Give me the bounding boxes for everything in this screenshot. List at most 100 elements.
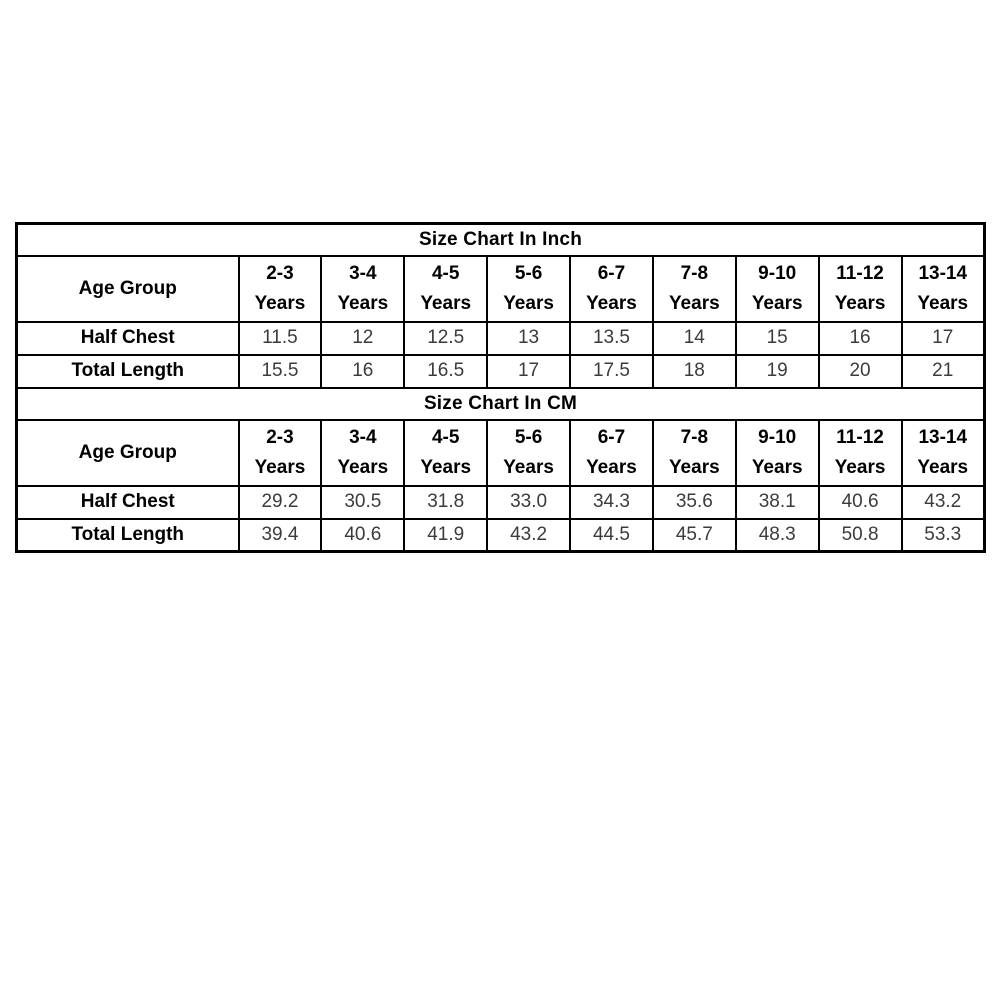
value-cell: 43.2 — [900, 484, 986, 520]
value-cell: 35.6 — [651, 484, 737, 520]
age-column-header: 3-4 Years — [320, 418, 406, 487]
age-group-corner-label: Age Group — [15, 418, 240, 487]
age-unit: Years — [254, 292, 306, 314]
value-cell: 48.3 — [734, 517, 820, 553]
age-column-header: 11-12 Years — [817, 418, 903, 487]
table-row: Size Chart In Inch — [15, 222, 986, 257]
age-column-header: 3-4 Years — [320, 254, 406, 323]
age-unit: Years — [917, 292, 969, 314]
value-cell: 13 — [486, 320, 571, 356]
value-cell: 34.3 — [569, 484, 654, 520]
age-range: 4-5 — [431, 262, 460, 284]
age-unit: Years — [420, 456, 472, 478]
table-row: Size Chart In CM — [15, 386, 986, 421]
age-unit: Years — [254, 456, 306, 478]
value-cell: 14 — [651, 320, 737, 356]
value-cell: 33.0 — [486, 484, 571, 520]
value-cell: 12 — [320, 320, 406, 356]
value-cell: 16 — [320, 353, 406, 389]
section-title-cm: Size Chart In CM — [15, 386, 986, 421]
age-range: 9-10 — [758, 262, 797, 284]
table-row: Half Chest 11.5 12 12.5 13 13.5 14 15 16… — [15, 320, 986, 356]
value-cell: 29.2 — [237, 484, 323, 520]
age-unit: Years — [503, 456, 554, 478]
age-unit: Years — [668, 292, 720, 314]
table-row: Total Length 15.5 16 16.5 17 17.5 18 19 … — [15, 353, 986, 389]
age-unit: Years — [834, 456, 886, 478]
measure-row-label: Half Chest — [15, 320, 240, 356]
age-unit: Years — [586, 456, 637, 478]
value-cell: 39.4 — [237, 517, 323, 553]
age-unit: Years — [586, 292, 637, 314]
age-range: 11-12 — [836, 262, 884, 284]
value-cell: 17.5 — [569, 353, 654, 389]
age-column-header: 6-7 Years — [569, 254, 654, 323]
age-group-corner-label: Age Group — [15, 254, 240, 323]
table-row: Total Length 39.4 40.6 41.9 43.2 44.5 45… — [15, 517, 986, 553]
value-cell: 21 — [900, 353, 986, 389]
value-cell: 19 — [734, 353, 820, 389]
value-cell: 12.5 — [403, 320, 489, 356]
age-unit: Years — [337, 456, 389, 478]
table-row: Age Group 2-3 Years 3-4 Years 4-5 Years … — [15, 418, 986, 487]
value-cell: 17 — [486, 353, 571, 389]
age-unit: Years — [503, 292, 554, 314]
value-cell: 13.5 — [569, 320, 654, 356]
value-cell: 40.6 — [817, 484, 903, 520]
value-cell: 17 — [900, 320, 986, 356]
age-range: 11-12 — [836, 426, 884, 448]
age-unit: Years — [668, 456, 720, 478]
age-unit: Years — [420, 292, 472, 314]
value-cell: 20 — [817, 353, 903, 389]
age-unit: Years — [917, 456, 969, 478]
age-range: 7-8 — [680, 426, 709, 448]
value-cell: 30.5 — [320, 484, 406, 520]
value-cell: 31.8 — [403, 484, 489, 520]
value-cell: 16.5 — [403, 353, 489, 389]
age-column-header: 9-10 Years — [734, 254, 820, 323]
value-cell: 38.1 — [734, 484, 820, 520]
measure-row-label: Total Length — [15, 353, 240, 389]
age-column-header: 7-8 Years — [651, 418, 737, 487]
age-column-header: 6-7 Years — [569, 418, 654, 487]
age-unit: Years — [751, 292, 803, 314]
age-column-header: 13-14 Years — [900, 418, 986, 487]
value-cell: 18 — [651, 353, 737, 389]
age-range: 7-8 — [680, 262, 709, 284]
age-column-header: 9-10 Years — [734, 418, 820, 487]
value-cell: 43.2 — [486, 517, 571, 553]
measure-row-label: Half Chest — [15, 484, 240, 520]
table-row: Half Chest 29.2 30.5 31.8 33.0 34.3 35.6… — [15, 484, 986, 520]
value-cell: 40.6 — [320, 517, 406, 553]
age-range: 9-10 — [758, 426, 797, 448]
age-column-header: 13-14 Years — [900, 254, 986, 323]
size-chart-table: Size Chart In Inch Age Group 2-3 Years 3… — [15, 222, 986, 553]
age-range: 2-3 — [266, 262, 294, 284]
age-column-header: 11-12 Years — [817, 254, 903, 323]
value-cell: 11.5 — [237, 320, 323, 356]
age-range: 13-14 — [918, 262, 968, 284]
age-range: 2-3 — [266, 426, 294, 448]
age-range: 6-7 — [597, 426, 626, 448]
age-range: 4-5 — [431, 426, 460, 448]
measure-row-label: Total Length — [15, 517, 240, 553]
value-cell: 15 — [734, 320, 820, 356]
age-range: 5-6 — [514, 426, 543, 448]
age-range: 3-4 — [349, 426, 377, 448]
age-range: 6-7 — [597, 262, 626, 284]
age-column-header: 5-6 Years — [486, 254, 571, 323]
age-range: 5-6 — [514, 262, 543, 284]
age-unit: Years — [834, 292, 886, 314]
value-cell: 53.3 — [900, 517, 986, 553]
age-column-header: 7-8 Years — [651, 254, 737, 323]
age-range: 13-14 — [918, 426, 968, 448]
value-cell: 41.9 — [403, 517, 489, 553]
value-cell: 15.5 — [237, 353, 323, 389]
age-column-header: 4-5 Years — [403, 418, 489, 487]
table-row: Age Group 2-3 Years 3-4 Years 4-5 Years … — [15, 254, 986, 323]
age-column-header: 2-3 Years — [237, 254, 323, 323]
value-cell: 16 — [817, 320, 903, 356]
age-column-header: 2-3 Years — [237, 418, 323, 487]
section-title-inch: Size Chart In Inch — [15, 222, 986, 257]
